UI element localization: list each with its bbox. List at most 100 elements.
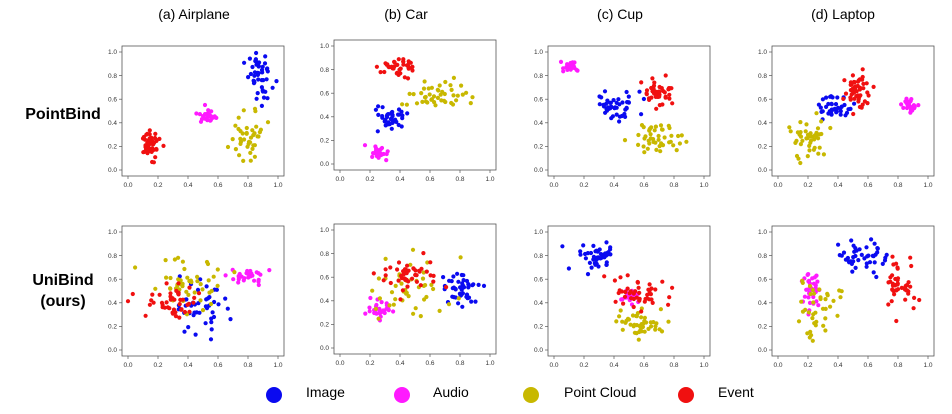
y-tick-label: 0.6 [108,96,117,103]
point-image [441,275,446,280]
point-point-cloud [679,133,684,138]
point-image [223,296,228,301]
y-tick-label: 0.4 [320,114,329,121]
point-event [667,92,672,97]
point-event [383,267,388,272]
point-event [391,66,396,71]
point-event [631,304,636,310]
point-point-cloud [817,287,822,292]
point-audio [379,300,384,305]
point-point-cloud [658,123,664,128]
point-event [417,268,422,273]
point-point-cloud [811,291,817,296]
point-event [636,285,641,290]
point-point-cloud [677,141,682,146]
point-image [373,107,378,112]
point-image [623,114,628,119]
point-image [829,107,834,112]
point-point-cloud [241,158,246,163]
point-event [396,260,402,265]
point-audio [370,154,375,159]
x-tick-label: 0.0 [773,362,782,369]
legend-dot-audio [394,387,410,403]
point-point-cloud [639,315,644,320]
point-point-cloud [245,144,250,149]
point-image [259,103,264,108]
point-event [622,294,628,299]
y-tick-label: 0.2 [108,324,117,331]
point-point-cloud [200,287,205,292]
point-image [254,59,259,65]
point-event [649,85,654,91]
point-image [207,295,212,300]
scatter-panel-unibind-airplane: 0.0 0.0 0.2 0.2 0.4 0.4 0.6 0.6 0.8 0.8 1.0 1.0 [108,225,285,369]
point-image [210,310,215,315]
point-event [399,273,404,278]
point-event [177,302,182,307]
point-event [403,277,408,282]
point-event [149,135,154,140]
point-point-cloud [684,139,689,144]
point-point-cloud [456,296,461,301]
x-tick-label: 0.6 [425,360,434,367]
point-image [624,89,629,95]
point-point-cloud [236,115,241,120]
point-point-cloud [666,319,671,324]
point-image [597,247,602,252]
point-event [153,155,158,160]
point-point-cloud [618,308,623,313]
point-audio [815,279,820,284]
point-event [382,69,387,75]
point-event [669,86,674,91]
point-point-cloud [440,89,445,94]
point-event [649,297,654,302]
point-image [203,304,208,309]
point-image [247,56,252,61]
point-point-cloud [252,143,257,148]
point-point-cloud [182,266,187,272]
point-point-cloud [215,267,220,272]
point-point-cloud [818,295,823,300]
point-audio [376,155,381,160]
point-point-cloud [642,150,647,155]
point-audio [385,149,390,154]
point-audio [208,118,213,123]
x-tick-label: 0.6 [863,362,872,369]
point-event [143,313,148,318]
point-point-cloud [798,130,803,135]
point-point-cloud [642,315,647,320]
point-image [616,97,621,102]
point-audio [911,103,917,108]
x-tick-label: 0.8 [893,182,902,189]
point-point-cloud [437,308,442,313]
point-point-cloud [383,256,388,261]
point-event [142,149,147,154]
point-event [647,97,652,102]
point-image [376,112,381,117]
y-tick-label: 0.0 [320,345,329,352]
y-tick-label: 0.0 [108,347,117,354]
x-tick-label: 0.4 [609,182,618,189]
point-point-cloud [632,330,637,335]
point-image [601,102,606,107]
point-event [374,64,379,69]
x-tick-label: 0.2 [365,176,374,183]
point-event [843,91,849,96]
legend-dot-point-cloud [523,387,539,403]
point-audio [378,147,383,152]
point-point-cloud [423,94,428,100]
point-point-cloud [205,261,211,267]
point-event [657,89,662,94]
point-event [187,309,192,314]
point-image [597,94,602,99]
point-event [157,292,162,297]
point-audio [247,270,253,275]
point-audio [558,59,564,64]
y-tick-label: 0.4 [758,300,767,307]
y-tick-label: 0.0 [758,167,767,174]
point-audio [367,305,372,310]
point-image [389,126,394,131]
point-point-cloud [656,137,661,142]
point-point-cloud [437,83,442,88]
x-tick-label: 0.0 [335,176,344,183]
